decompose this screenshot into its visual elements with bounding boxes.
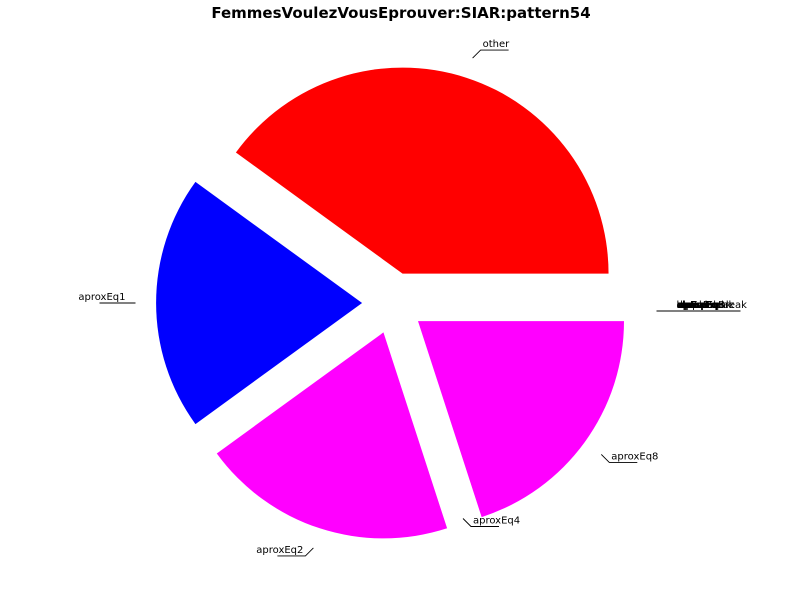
pie-slices	[156, 67, 624, 539]
pie-slice-aproxeq1	[156, 181, 363, 425]
pie-slice-aproxeq2	[216, 332, 448, 539]
slice-label-aproxeq: aproxEq	[677, 300, 718, 311]
slice-label-aproxeq4: aproxEq4	[473, 516, 520, 527]
slice-label-upbreak: upBreak	[678, 300, 720, 311]
pie-slice-aproxeq8	[418, 321, 624, 518]
leader-line-aproxeq4	[462, 518, 499, 527]
slice-label-breakeq: breakEq	[677, 300, 718, 311]
slice-label-aproxeq8: aproxEq8	[611, 451, 658, 462]
slice-label-down: down	[677, 300, 704, 311]
leader-line-other	[472, 49, 509, 59]
slice-label-other: other	[483, 39, 511, 50]
slice-label-unpaired: unpaired	[680, 300, 724, 311]
chart-title: FemmesVoulezVousEprouver:SIAR:pattern54	[211, 4, 590, 22]
slice-label-downeqbreak: downEqBreak	[679, 300, 748, 311]
pie-slice-other	[235, 67, 609, 274]
pie-labels: other aproxEq1 aproxEq2 aproxEq4 aproxEq8 bre…	[78, 39, 748, 557]
slice-label-aproxeq2: aproxEq2	[256, 545, 303, 556]
leader-line-aproxeq8	[600, 454, 638, 463]
slice-label-upeq: upEq	[679, 300, 704, 311]
slice-label-downeq: downEq	[680, 300, 720, 311]
slice-label-aproxeq1: aproxEq1	[78, 292, 125, 303]
slice-label-downbreak: downBreak	[679, 300, 735, 311]
leader-line-aproxeq2	[277, 547, 314, 557]
slice-label-up: up	[680, 300, 693, 311]
slice-label-aprox: aprox	[678, 300, 706, 311]
slice-label-upeqbreak: upEqBreak	[678, 300, 732, 311]
